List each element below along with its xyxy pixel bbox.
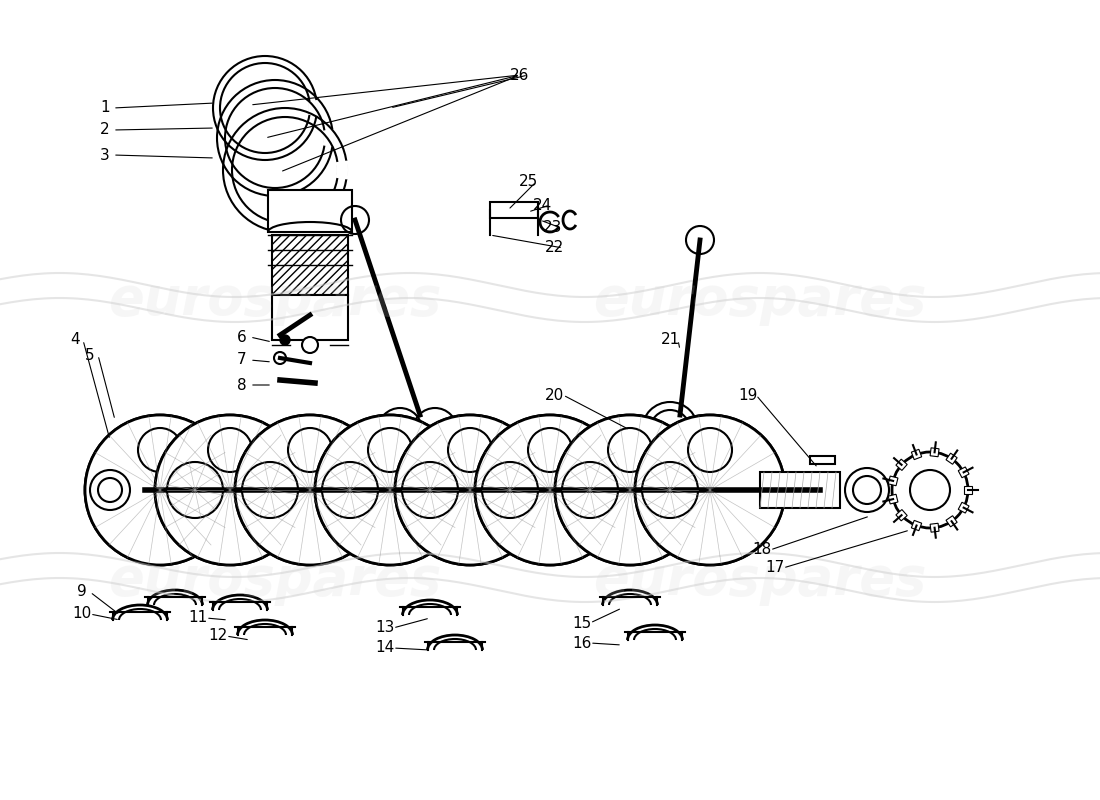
Bar [958,502,969,513]
Text: 7: 7 [238,353,246,367]
Text: 15: 15 [572,615,592,630]
Bar [810,456,835,464]
Circle shape [138,428,182,472]
Circle shape [322,462,378,518]
Text: 21: 21 [660,333,680,347]
Text: eurospares: eurospares [108,554,442,606]
Bar [912,520,922,530]
Text: 26: 26 [510,67,530,82]
Text: 16: 16 [572,635,592,650]
Circle shape [556,415,705,565]
Text: 3: 3 [100,147,110,162]
Bar [958,467,969,478]
Text: eurospares: eurospares [593,554,926,606]
Circle shape [208,428,252,472]
Text: 5: 5 [85,347,95,362]
Bar [272,235,348,295]
Bar [268,190,352,232]
Text: 14: 14 [375,641,395,655]
Circle shape [402,462,458,518]
Text: 6: 6 [238,330,246,345]
Circle shape [288,428,332,472]
Circle shape [315,415,465,565]
Bar [889,494,898,504]
Text: 8: 8 [238,378,246,393]
Circle shape [635,415,785,565]
Circle shape [235,415,385,565]
Bar [760,472,840,508]
Bar [895,459,908,470]
Bar [272,295,348,340]
Text: 2: 2 [100,122,110,138]
Text: 10: 10 [73,606,91,622]
Text: 11: 11 [188,610,208,626]
Wedge shape [337,162,348,178]
Circle shape [395,415,544,565]
Bar [946,453,957,464]
Circle shape [167,462,223,518]
Text: 25: 25 [518,174,538,190]
Circle shape [528,428,572,472]
Wedge shape [309,101,318,115]
Bar [964,486,972,494]
Text: 18: 18 [752,542,771,558]
Text: 20: 20 [546,387,564,402]
Bar [931,448,939,457]
Circle shape [642,462,698,518]
Circle shape [302,337,318,353]
Text: 22: 22 [546,241,564,255]
Circle shape [562,462,618,518]
Text: 19: 19 [738,387,758,402]
Bar [946,516,957,527]
Circle shape [448,428,492,472]
Circle shape [155,415,305,565]
Text: 24: 24 [532,198,551,213]
Text: 13: 13 [375,621,395,635]
Text: 9: 9 [77,585,87,599]
Circle shape [368,428,412,472]
Bar [490,202,538,218]
Circle shape [280,335,290,345]
Circle shape [85,415,235,565]
Bar [895,510,908,521]
Text: 4: 4 [70,333,80,347]
Bar [889,476,898,486]
Text: 23: 23 [543,221,563,235]
Circle shape [482,462,538,518]
Circle shape [242,462,298,518]
Text: 12: 12 [208,629,228,643]
Text: eurospares: eurospares [593,274,926,326]
Bar [931,523,939,532]
Circle shape [608,428,652,472]
Text: eurospares: eurospares [108,274,442,326]
Circle shape [475,415,625,565]
Circle shape [688,428,732,472]
Wedge shape [323,130,334,146]
Text: 17: 17 [766,561,784,575]
Bar [912,450,922,460]
Text: 1: 1 [100,101,110,115]
